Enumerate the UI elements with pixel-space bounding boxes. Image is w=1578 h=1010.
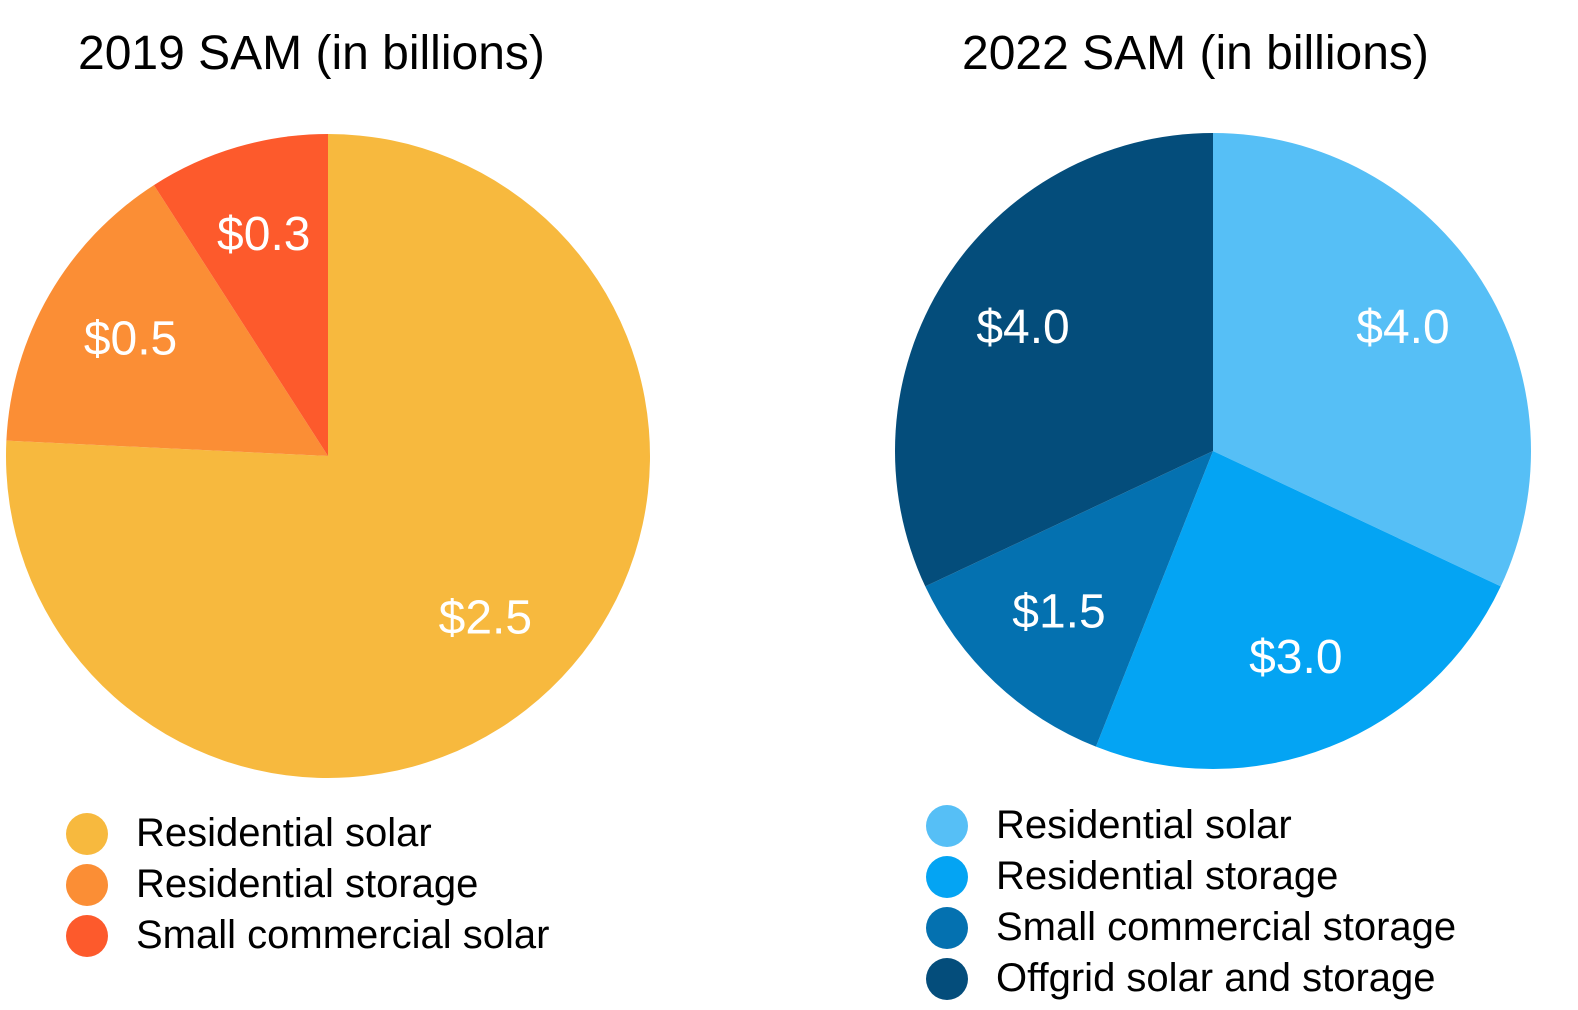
chart-title-2022: 2022 SAM (in billions)	[962, 27, 1429, 80]
legend-label: Residential solar	[136, 811, 432, 855]
legend-label: Small commercial solar	[136, 913, 550, 957]
legend-label: Small commercial storage	[996, 905, 1457, 949]
pie-slice	[894, 133, 1213, 587]
legend-item: Residential storage	[66, 859, 549, 910]
legend-swatch	[926, 804, 968, 847]
legend-item: Residential solar	[66, 808, 549, 859]
legend-swatch	[926, 957, 968, 1000]
legend-item: Offgrid solar and storage	[926, 953, 1456, 1004]
slice-value-label: $3.0	[1249, 631, 1342, 684]
pie-chart-2022: $4.0 $3.0 $1.5 $4.0	[894, 133, 1531, 769]
legend-item: Residential solar	[926, 800, 1456, 851]
pie-slice	[5, 134, 650, 778]
legend-item: Residential storage	[926, 851, 1456, 902]
slice-value-label: $1.5	[1012, 586, 1105, 639]
legend-swatch	[66, 812, 108, 855]
legend-item: Small commercial storage	[926, 902, 1456, 953]
legend-2022: Residential solar Residential storage Sm…	[926, 800, 1456, 1004]
slice-value-label: $0.5	[84, 313, 177, 366]
pie-slice	[6, 185, 329, 456]
chart-title-2019: 2019 SAM (in billions)	[78, 27, 545, 80]
legend-label: Residential storage	[996, 854, 1339, 898]
legend-swatch	[926, 855, 968, 898]
slice-value-label: $2.5	[439, 592, 532, 645]
legend-swatch	[66, 914, 108, 957]
legend-swatch	[926, 906, 968, 949]
legend-swatch	[66, 863, 108, 906]
slice-value-label: $4.0	[976, 301, 1069, 354]
pie-chart-2019: $2.5 $0.5 $0.3	[5, 134, 650, 778]
pie-slice	[1213, 133, 1531, 587]
legend-item: Small commercial solar	[66, 910, 549, 961]
slice-value-label: $4.0	[1356, 301, 1449, 354]
slice-value-label: $0.3	[217, 208, 310, 261]
legend-label: Residential storage	[136, 862, 479, 906]
legend-label: Residential solar	[996, 803, 1292, 847]
pie-slice	[925, 451, 1213, 747]
legend-label: Offgrid solar and storage	[996, 956, 1436, 1000]
legend-2019: Residential solar Residential storage Sm…	[66, 808, 549, 961]
pie-slice	[1095, 451, 1501, 769]
pie-slice	[153, 134, 328, 456]
